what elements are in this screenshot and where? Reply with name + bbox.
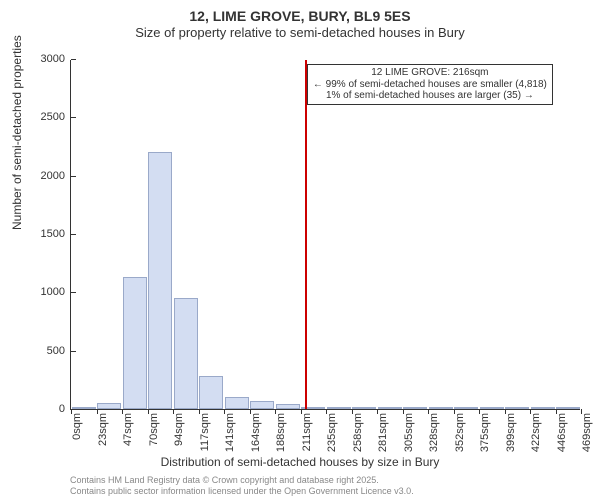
attribution-text: Contains HM Land Registry data © Crown c… (70, 475, 414, 496)
y-tick-label: 500 (47, 345, 71, 357)
histogram-bar (174, 298, 198, 409)
chart-plot-area: 0500100015002000250030000sqm23sqm47sqm70… (70, 60, 580, 410)
histogram-bar (148, 152, 172, 409)
histogram-bar (250, 401, 274, 409)
x-tick-label: 469sqm (581, 409, 593, 452)
histogram-bar (378, 407, 402, 409)
histogram-bar (225, 397, 249, 409)
x-tick-label: 399sqm (505, 409, 517, 452)
attribution-line-1: Contains HM Land Registry data © Crown c… (70, 475, 414, 485)
chart-subtitle: Size of property relative to semi-detach… (0, 24, 600, 40)
histogram-bar (276, 404, 300, 409)
x-tick-label: 188sqm (275, 409, 287, 452)
histogram-bar (531, 407, 555, 409)
histogram-bar (97, 403, 121, 409)
histogram-bar (72, 407, 96, 409)
histogram-bar (123, 277, 147, 409)
x-tick-label: 352sqm (454, 409, 466, 452)
histogram-bar (429, 407, 453, 409)
histogram-bar (556, 407, 580, 409)
property-marker-line (305, 60, 307, 409)
histogram-bar (480, 407, 504, 409)
x-tick-label: 422sqm (530, 409, 542, 452)
callout-line-3: 1% of semi-detached houses are larger (3… (313, 90, 547, 102)
y-tick-label: 2000 (41, 170, 71, 182)
chart-title: 12, LIME GROVE, BURY, BL9 5ES (0, 0, 600, 24)
x-tick-label: 281sqm (377, 409, 389, 452)
x-tick-label: 94sqm (173, 409, 185, 446)
y-tick-label: 0 (59, 403, 71, 415)
histogram-bar (505, 407, 529, 409)
x-tick-label: 235sqm (326, 409, 338, 452)
x-tick-label: 0sqm (71, 409, 83, 440)
callout-line-1: 12 LIME GROVE: 216sqm (313, 67, 547, 79)
histogram-bar (327, 407, 351, 409)
x-tick-label: 211sqm (301, 409, 313, 451)
histogram-bar (454, 407, 478, 409)
x-tick-label: 258sqm (352, 409, 364, 452)
property-callout: 12 LIME GROVE: 216sqm← 99% of semi-detac… (307, 64, 553, 105)
histogram-bar (199, 376, 223, 409)
y-tick-label: 1500 (41, 228, 71, 240)
x-tick-label: 23sqm (97, 409, 109, 446)
x-tick-label: 375sqm (479, 409, 491, 452)
histogram-bar (352, 407, 376, 409)
y-tick-label: 1000 (41, 286, 71, 298)
callout-line-2: ← 99% of semi-detached houses are smalle… (313, 79, 547, 91)
x-tick-label: 117sqm (199, 409, 211, 451)
y-tick-label: 2500 (41, 111, 71, 123)
x-tick-label: 328sqm (428, 409, 440, 452)
x-tick-label: 141sqm (224, 409, 236, 452)
x-tick-label: 446sqm (556, 409, 568, 452)
histogram-bar (403, 407, 427, 409)
y-tick-label: 3000 (41, 53, 71, 65)
x-tick-label: 305sqm (403, 409, 415, 452)
x-tick-label: 164sqm (250, 409, 262, 452)
x-axis-label: Distribution of semi-detached houses by … (0, 455, 600, 469)
x-tick-label: 70sqm (148, 409, 160, 446)
x-tick-label: 47sqm (122, 409, 134, 446)
y-axis-label: Number of semi-detached properties (10, 35, 24, 230)
attribution-line-2: Contains public sector information licen… (70, 486, 414, 496)
